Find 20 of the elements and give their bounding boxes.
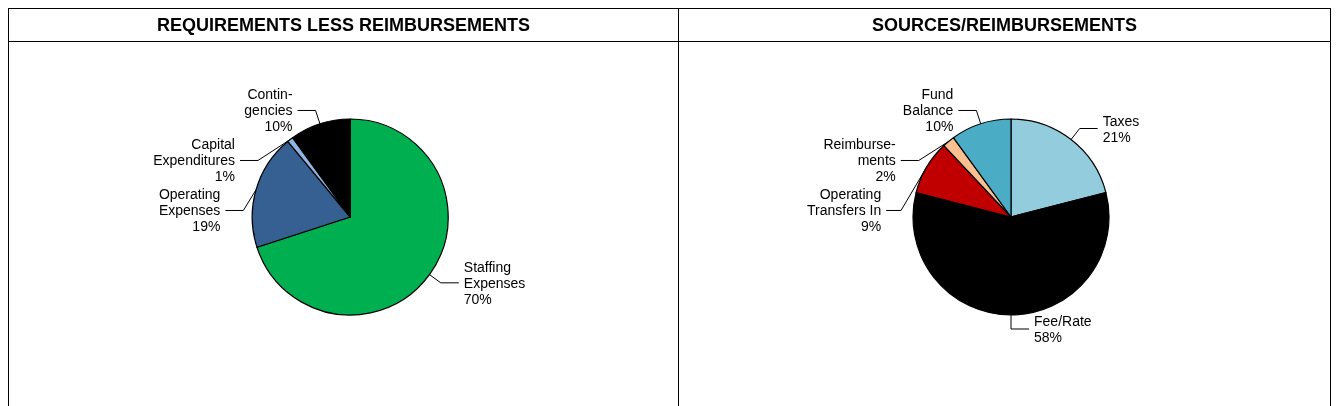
slice-label: Capital Expenditures [153, 136, 235, 169]
slice-label: Fund Balance [902, 86, 954, 119]
data-label: 2% [875, 168, 896, 185]
slice-label: Fee/Rate [1034, 313, 1092, 329]
data-label: 1% [214, 168, 235, 185]
data-label: 10% [925, 118, 954, 135]
slice-label: Reimburse- ments [823, 136, 897, 169]
chart-title: SOURCES/REIMBURSEMENTS [679, 8, 1330, 42]
slice-label: Taxes [1102, 112, 1140, 129]
slice-label: Operating Expenses [158, 186, 221, 219]
data-label: 19% [192, 218, 221, 235]
slice-label: Contin- gencies [244, 86, 293, 119]
data-label: 70% [463, 290, 492, 307]
chart-title: REQUIREMENTS LESS REIMBURSEMENTS [9, 8, 678, 42]
data-label: 9% [860, 218, 882, 235]
data-label: 10% [264, 118, 293, 135]
slice-label: Staffing Expenses [463, 258, 526, 291]
slice-label: Operating Transfers In [807, 186, 882, 219]
data-label: 58% [1034, 329, 1063, 345]
data-label: 21% [1102, 128, 1131, 145]
